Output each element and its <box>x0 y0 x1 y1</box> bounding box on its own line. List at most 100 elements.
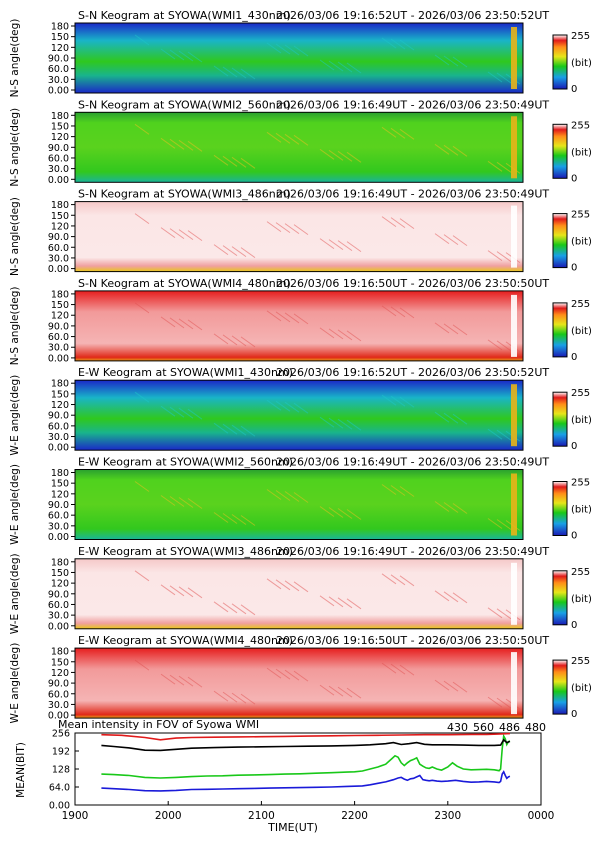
series-lines <box>101 732 511 792</box>
keogram-streak <box>399 39 415 51</box>
keogram-streak <box>134 123 150 135</box>
keogram-ytick-label: 30.0 <box>48 521 69 532</box>
keogram-title: S-N Keogram at SYOWA(WMI2_560nm) <box>78 98 291 111</box>
keogram-streak <box>390 306 406 318</box>
keogram-ytick-label: 0.00 <box>48 621 69 632</box>
keogram-ytick-label: 120 <box>51 668 69 679</box>
keogram-streak <box>443 55 459 67</box>
keogram-ylabel: W-E angle(deg) <box>9 553 21 634</box>
keogram-streak <box>134 34 150 46</box>
keogram-streak <box>187 408 203 420</box>
keogram-streak <box>487 428 503 440</box>
keogram-streak <box>319 327 335 339</box>
keogram-streak <box>293 492 309 503</box>
keogram-streak <box>266 221 282 233</box>
keogram-streak <box>381 573 397 585</box>
keogram-ytick-label: 90.0 <box>48 54 69 65</box>
keogram-streak <box>240 247 256 259</box>
keogram-streak <box>275 490 291 501</box>
keogram-streak <box>452 235 468 247</box>
keogram-bright-column <box>511 562 517 625</box>
keogram-streak <box>178 50 194 62</box>
colorbar <box>552 123 568 179</box>
keogram-streak <box>443 502 459 513</box>
keogram-streak <box>231 424 247 436</box>
keogram-streak <box>381 37 397 49</box>
keogram-ytick-label: 120 <box>51 132 69 143</box>
keogram-streak <box>231 156 247 168</box>
colorbar <box>552 570 568 626</box>
keogram-streak <box>222 513 238 524</box>
keogram-panel: S-N Keogram at SYOWA(WMI4_480nm)2026/03/… <box>9 277 592 365</box>
keogram-streak <box>187 140 203 152</box>
keogram-panel: E-W Keogram at SYOWA(WMI2_560nm)2026/03/… <box>9 456 592 545</box>
keogram-streak <box>178 586 194 598</box>
colorbar-max-label: 255 <box>571 388 590 399</box>
keogram-streak <box>266 578 282 590</box>
x-tick-label: 2000 <box>155 810 182 822</box>
colorbar-min-label: 0 <box>571 531 577 542</box>
keogram-ytick-label: 30.0 <box>48 253 69 264</box>
keogram-bright-column <box>511 473 517 536</box>
keogram-streak <box>443 323 459 335</box>
keogram-ytick-label: 180 <box>51 647 69 658</box>
keogram-panel: E-W Keogram at SYOWA(WMI4_480nm)2026/03/… <box>9 634 592 723</box>
keogram-streak <box>169 317 185 329</box>
keogram-streak <box>169 674 185 686</box>
colorbar-unit-label: (bit) <box>571 505 592 516</box>
keogram-streak <box>222 691 238 703</box>
keogram-streak <box>275 400 291 412</box>
keogram-streak <box>266 131 282 143</box>
keogram-image <box>75 290 523 361</box>
keogram-streak <box>328 149 344 161</box>
keogram-streak <box>390 574 406 586</box>
keogram-streak <box>284 312 300 324</box>
legend-entry-486: 486 <box>499 721 520 734</box>
keogram-streak <box>160 673 176 685</box>
keogram-streak <box>328 596 344 608</box>
y-tick-label: 0.00 <box>49 801 70 812</box>
keogram-streak <box>319 416 335 428</box>
keogram-streak <box>169 406 185 418</box>
keogram-ytick-label: 120 <box>51 43 69 54</box>
keogram-streak <box>328 507 344 518</box>
colorbar-unit-label: (bit) <box>571 683 592 694</box>
keogram-ytick-label: 180 <box>51 379 69 390</box>
keogram-streak <box>178 675 194 687</box>
keogram-ytick-label: 30.0 <box>48 611 69 622</box>
keogram-streak <box>328 239 344 251</box>
keogram-streak <box>169 585 185 597</box>
colorbar-min-label: 0 <box>571 173 577 184</box>
keogram-ytick-label: 30.0 <box>48 343 69 354</box>
keogram-streak <box>328 328 344 340</box>
keogram-streak <box>346 419 362 431</box>
keogram-streak <box>452 681 468 693</box>
keogram-streak <box>496 251 512 263</box>
keogram-streak <box>381 216 397 228</box>
keogram-ytick-label: 120 <box>51 400 69 411</box>
keogram-ytick-label: 0.00 <box>48 443 69 454</box>
keogram-streak <box>346 687 362 699</box>
colorbar-min-label: 0 <box>571 620 577 631</box>
keogram-streak <box>337 240 353 252</box>
colorbar <box>552 302 568 358</box>
keogram-ytick-label: 150 <box>51 211 69 222</box>
mean-intensity-chart: Mean intensity in FOV of Syowa WMI 430 56… <box>15 718 554 834</box>
keogram-streak <box>240 604 256 616</box>
keogram-streak <box>160 227 176 239</box>
keogram-streak <box>399 396 415 408</box>
keogram-streak <box>275 132 291 144</box>
keogram-streak <box>187 230 203 242</box>
keogram-panel: S-N Keogram at SYOWA(WMI2_560nm)2026/03/… <box>9 98 592 186</box>
keogram-streak <box>319 684 335 696</box>
keogram-ytick-label: 30.0 <box>48 700 69 711</box>
keogram-ytick-label: 90.0 <box>48 679 69 690</box>
keogram-streak <box>275 579 291 591</box>
keogram-streak <box>275 668 291 680</box>
keogram-streak <box>487 71 503 83</box>
keogram-ytick-label: 150 <box>51 568 69 579</box>
keogram-streak <box>240 425 256 437</box>
keogram-streak <box>240 336 256 348</box>
keogram-streak <box>452 145 468 157</box>
